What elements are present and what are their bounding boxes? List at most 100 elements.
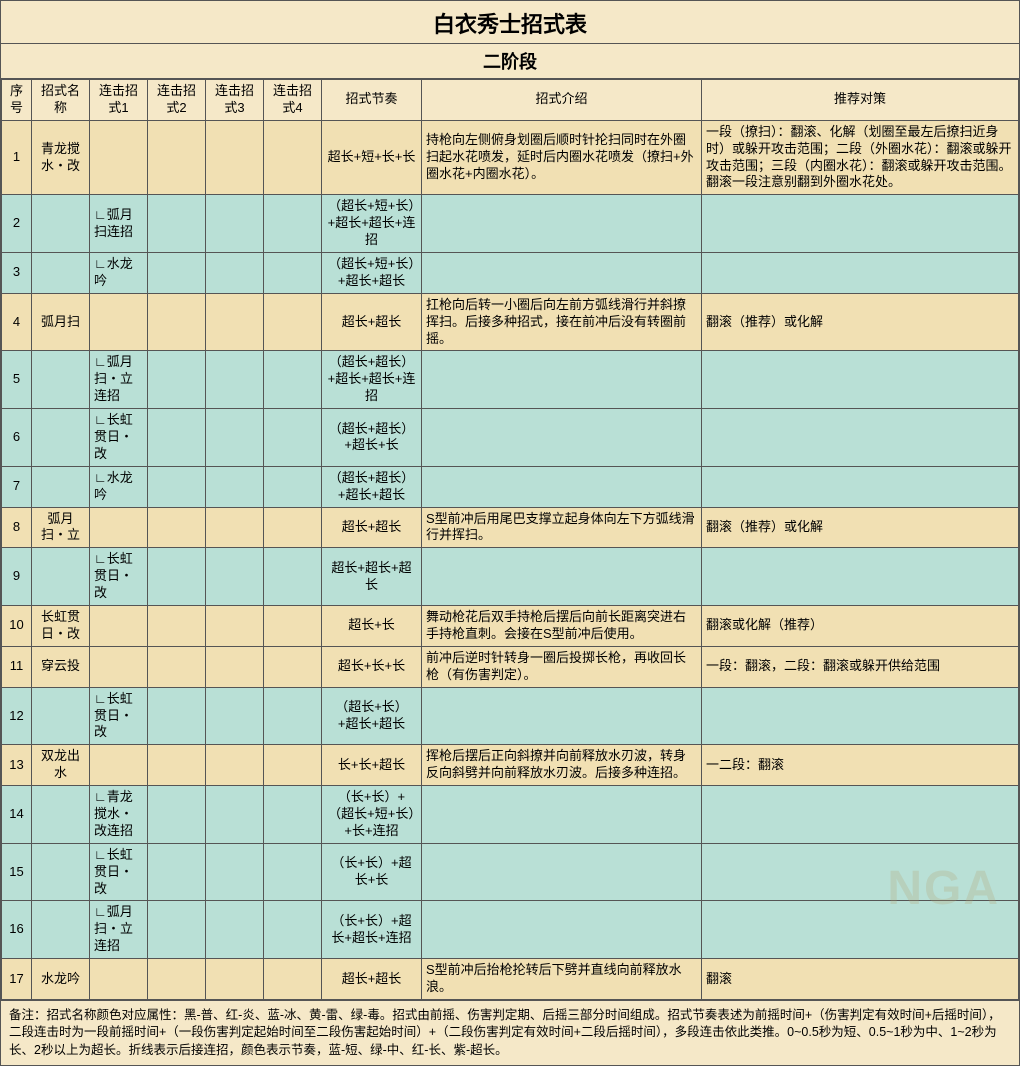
table-row: 2∟弧月扫连招（超长+短+长）+超长+超长+连招 [2,195,1019,253]
cell-strat [702,548,1019,606]
cell-c3 [206,786,264,844]
cell-c2 [148,606,206,647]
table-container: 白衣秀士招式表 二阶段 序号 招式名称 连击招式1 连击招式2 连击招式3 连击… [0,0,1020,1066]
cell-c1 [90,606,148,647]
cell-strat: 一段（撩扫）：翻滚、化解（划圈至最左后撩扫近身时）或躲开攻击范围；二段（外圈水花… [702,120,1019,195]
cell-c2 [148,548,206,606]
cell-c2 [148,901,206,959]
col-c4: 连击招式4 [264,80,322,121]
cell-c4 [264,507,322,548]
cell-c1: ∟青龙搅水・改连招 [90,786,148,844]
cell-rhythm: （长+长）+超长+长 [322,843,422,901]
cell-desc: S型前冲后用尾巴支撑立起身体向左下方弧线滑行并挥扫。 [422,507,702,548]
cell-rhythm: （长+长）+（超长+短+长）+长+连招 [322,786,422,844]
cell-c4 [264,120,322,195]
cell-c2 [148,409,206,467]
cell-rhythm: 长+长+超长 [322,745,422,786]
table-row: 11穿云投超长+长+长前冲后逆时针转身一圈后投掷长枪，再收回长枪（有伤害判定）。… [2,646,1019,687]
cell-c3 [206,253,264,294]
cell-c2 [148,120,206,195]
cell-name [32,786,90,844]
cell-c2 [148,745,206,786]
cell-c4 [264,253,322,294]
cell-idx: 5 [2,351,32,409]
cell-c1: ∟弧月扫・立连招 [90,351,148,409]
table-row: 15∟长虹贯日・改（长+长）+超长+长 [2,843,1019,901]
cell-idx: 3 [2,253,32,294]
cell-c4 [264,959,322,1000]
cell-c1: ∟长虹贯日・改 [90,687,148,745]
cell-c4 [264,745,322,786]
col-rhythm: 招式节奏 [322,80,422,121]
cell-desc [422,786,702,844]
cell-c3 [206,195,264,253]
cell-name: 水龙吟 [32,959,90,1000]
cell-c3 [206,548,264,606]
page-title: 白衣秀士招式表 [1,1,1019,44]
cell-idx: 4 [2,293,32,351]
cell-c2 [148,195,206,253]
cell-strat: 翻滚或化解（推荐） [702,606,1019,647]
cell-name [32,687,90,745]
cell-c1 [90,745,148,786]
cell-desc [422,687,702,745]
table-row: 10长虹贯日・改超长+长舞动枪花后双手持枪后摆后向前长距离突进右手持枪直刺。会接… [2,606,1019,647]
header-row: 序号 招式名称 连击招式1 连击招式2 连击招式3 连击招式4 招式节奏 招式介… [2,80,1019,121]
cell-desc [422,409,702,467]
table-row: 13双龙出水长+长+超长挥枪后摆后正向斜撩并向前释放水刃波，转身反向斜劈并向前释… [2,745,1019,786]
cell-c3 [206,687,264,745]
table-row: 12∟长虹贯日・改（超长+长）+超长+超长 [2,687,1019,745]
cell-c4 [264,293,322,351]
cell-c1: ∟弧月扫连招 [90,195,148,253]
cell-rhythm: 超长+长+长 [322,646,422,687]
cell-c4 [264,786,322,844]
cell-name [32,351,90,409]
cell-name: 弧月扫 [32,293,90,351]
table-row: 3∟水龙吟（超长+短+长）+超长+超长 [2,253,1019,294]
table-row: 16∟弧月扫・立连招（长+长）+超长+超长+连招 [2,901,1019,959]
cell-rhythm: （超长+超长）+超长+超长 [322,466,422,507]
cell-c2 [148,466,206,507]
cell-rhythm: （超长+超长）+超长+超长+连招 [322,351,422,409]
cell-c3 [206,120,264,195]
cell-strat: 一段：翻滚，二段：翻滚或躲开供给范围 [702,646,1019,687]
cell-rhythm: 超长+超长 [322,959,422,1000]
cell-c3 [206,959,264,1000]
cell-name: 双龙出水 [32,745,90,786]
cell-c4 [264,646,322,687]
cell-c1: ∟弧月扫・立连招 [90,901,148,959]
cell-strat [702,351,1019,409]
cell-c1: ∟长虹贯日・改 [90,548,148,606]
cell-strat [702,409,1019,467]
cell-c4 [264,351,322,409]
table-row: 14∟青龙搅水・改连招（长+长）+（超长+短+长）+长+连招 [2,786,1019,844]
cell-c2 [148,786,206,844]
cell-c1: ∟水龙吟 [90,253,148,294]
cell-desc [422,843,702,901]
cell-c1: ∟长虹贯日・改 [90,409,148,467]
cell-strat [702,253,1019,294]
table-row: 9∟长虹贯日・改超长+超长+超长 [2,548,1019,606]
cell-c1 [90,120,148,195]
cell-desc: 前冲后逆时针转身一圈后投掷长枪，再收回长枪（有伤害判定）。 [422,646,702,687]
cell-idx: 2 [2,195,32,253]
cell-c3 [206,843,264,901]
cell-strat: 一二段：翻滚 [702,745,1019,786]
cell-c3 [206,646,264,687]
moves-table: 序号 招式名称 连击招式1 连击招式2 连击招式3 连击招式4 招式节奏 招式介… [1,79,1019,1000]
cell-idx: 12 [2,687,32,745]
table-row: 6∟长虹贯日・改（超长+超长）+超长+长 [2,409,1019,467]
cell-idx: 17 [2,959,32,1000]
cell-strat: 翻滚（推荐）或化解 [702,293,1019,351]
cell-c1 [90,507,148,548]
cell-strat [702,786,1019,844]
cell-c3 [206,351,264,409]
cell-desc [422,351,702,409]
cell-c4 [264,466,322,507]
cell-c4 [264,901,322,959]
cell-c3 [206,293,264,351]
cell-name: 穿云投 [32,646,90,687]
cell-c4 [264,195,322,253]
cell-rhythm: 超长+超长+超长 [322,548,422,606]
cell-c1 [90,959,148,1000]
